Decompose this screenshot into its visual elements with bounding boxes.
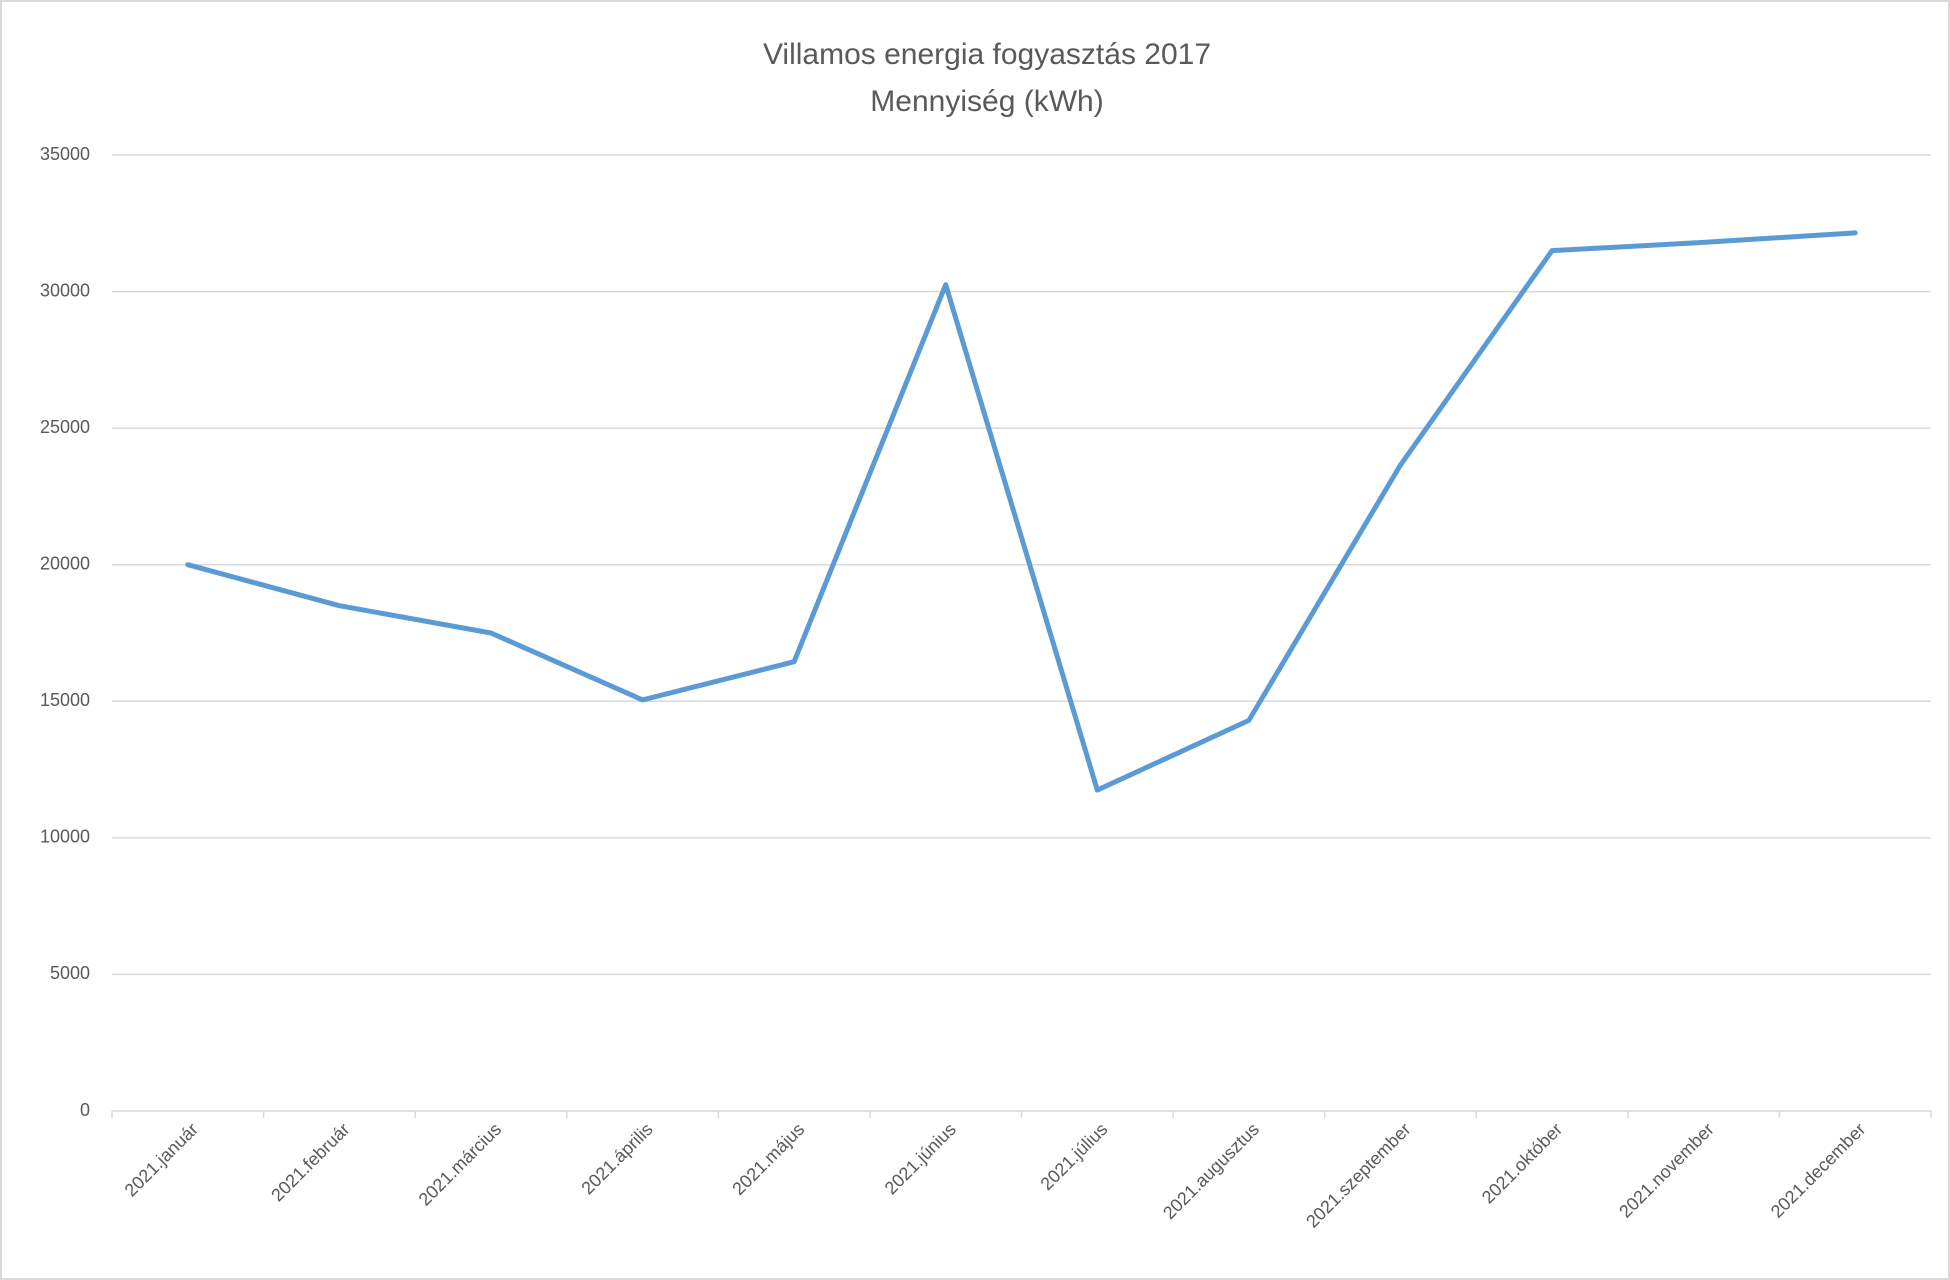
y-tick-label: 0 bbox=[80, 1100, 90, 1120]
data-line bbox=[185, 230, 1858, 793]
y-tick-label: 15000 bbox=[40, 690, 90, 710]
chart-title: Villamos energia fogyasztás 2017 bbox=[763, 38, 1211, 71]
y-tick-label: 5000 bbox=[50, 963, 90, 983]
y-tick-label: 20000 bbox=[40, 553, 90, 573]
y-tick-label: 35000 bbox=[40, 144, 90, 164]
y-tick-label: 30000 bbox=[40, 280, 90, 300]
y-tick-label: 25000 bbox=[40, 417, 90, 437]
chart-subtitle: Mennyiség (kWh) bbox=[870, 85, 1103, 118]
y-tick-label: 10000 bbox=[40, 827, 90, 847]
